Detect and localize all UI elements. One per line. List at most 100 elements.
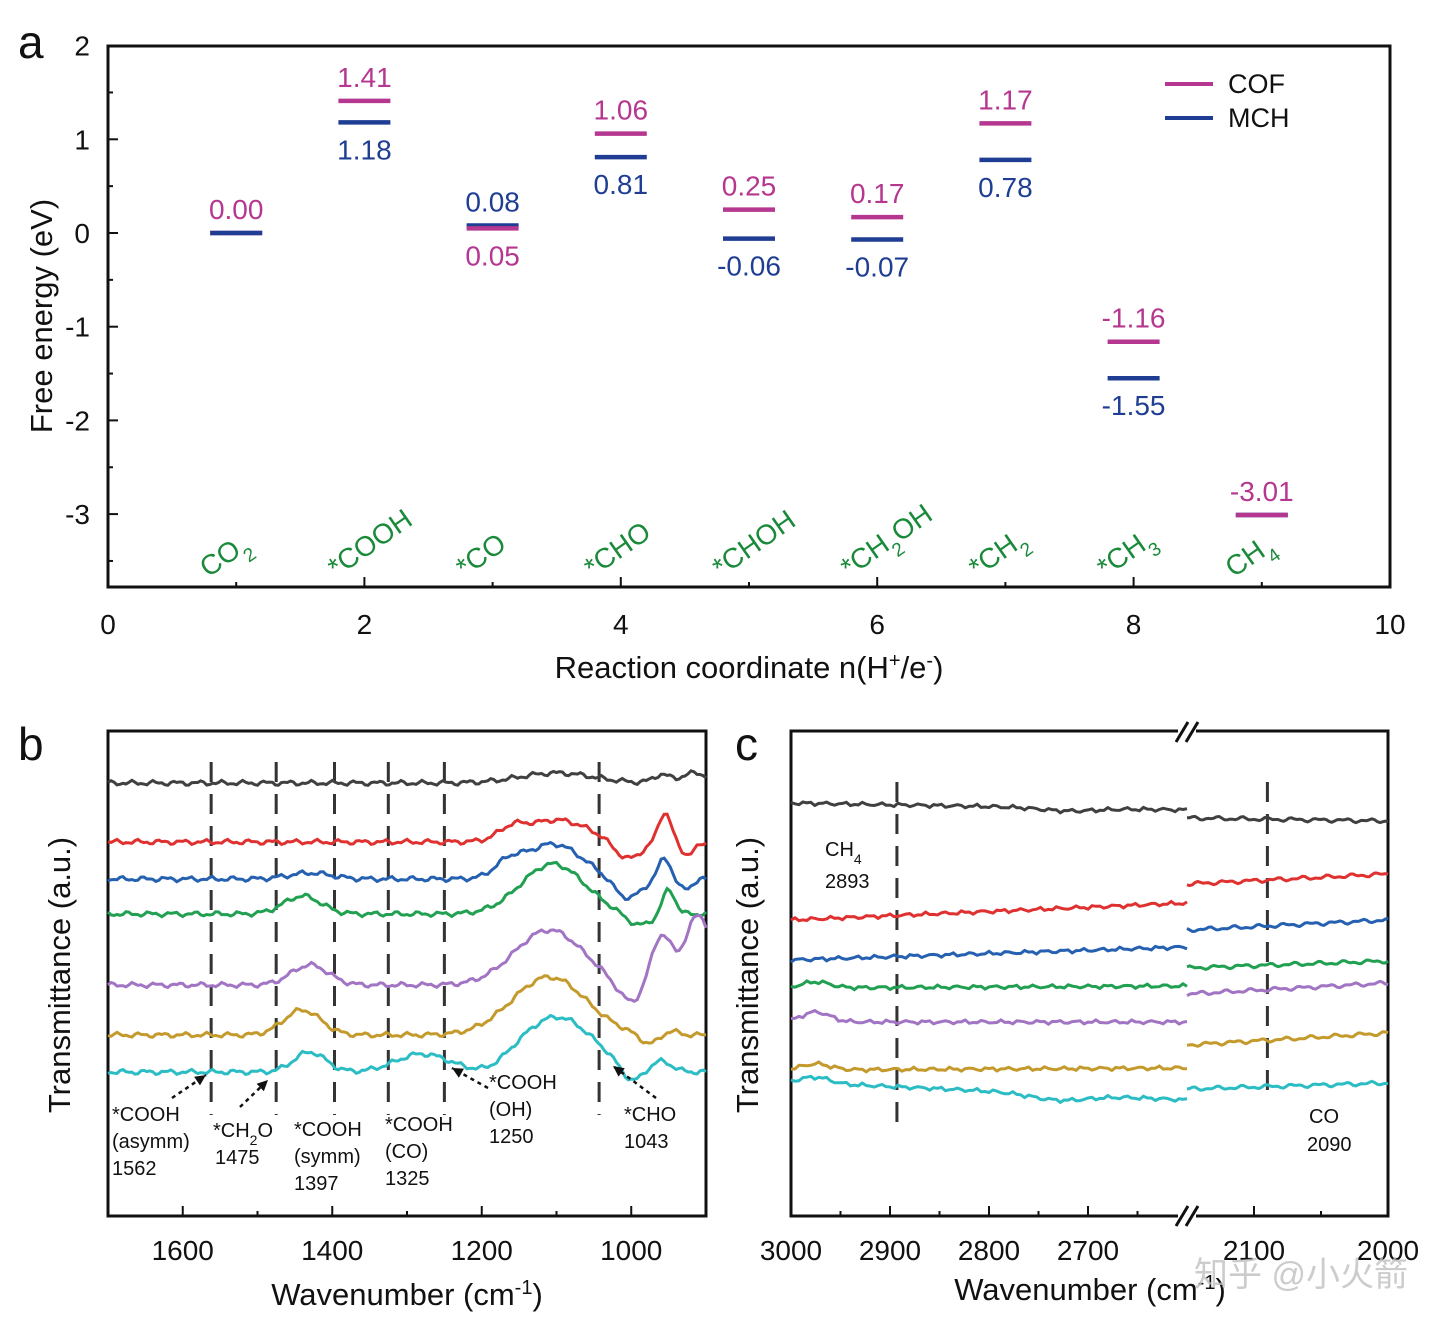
spectrum-trace xyxy=(107,913,708,1003)
spectrum-trace xyxy=(107,840,707,902)
spectrum-trace-left xyxy=(790,1060,1187,1074)
panel-a-x-axis-label: Reaction coordinate n(H+/e-) xyxy=(555,650,944,685)
spectrum-trace-right xyxy=(1186,814,1389,825)
annotation-ch2o: *CH2O xyxy=(213,1120,273,1148)
cof-value-label: -3.01 xyxy=(1230,476,1294,507)
y-tick-label: -2 xyxy=(65,405,90,436)
annotation-arrow xyxy=(612,1064,657,1100)
x-tick-label: 2700 xyxy=(1057,1235,1119,1266)
species-label: CH4 xyxy=(1219,528,1284,591)
x-tick-label: 10 xyxy=(1374,609,1405,640)
spectrum-trace xyxy=(107,1013,707,1082)
spectrum-trace-right xyxy=(1186,979,1389,998)
x-tick-label: 2 xyxy=(357,609,373,640)
panel-c-plot-frame xyxy=(789,729,1390,1218)
spectrum-trace-left xyxy=(790,944,1188,964)
x-tick-label: 1600 xyxy=(152,1235,214,1266)
spectrum-trace xyxy=(107,974,707,1045)
cof-value-label: 1.06 xyxy=(594,95,649,126)
y-tick-label: -1 xyxy=(65,312,90,343)
annotation-cooh-oh: 1250 xyxy=(489,1126,534,1148)
panel-c-spectra xyxy=(790,800,1389,1105)
x-tick-label: 2800 xyxy=(958,1235,1020,1266)
annotation-cho: *CHO xyxy=(624,1104,676,1126)
y-tick-label: 1 xyxy=(74,124,90,155)
species-label: *CH3 xyxy=(1091,522,1165,591)
spectrum-trace-right xyxy=(1186,958,1389,972)
x-tick-label: 8 xyxy=(1126,609,1142,640)
mch-value-label: 0.78 xyxy=(978,172,1033,203)
annotation-cooh-co: (CO) xyxy=(385,1141,428,1163)
annotation-cooh-oh: (OH) xyxy=(489,1099,532,1121)
x-tick-label: 2900 xyxy=(859,1235,921,1266)
cof-value-label: 1.17 xyxy=(978,84,1033,115)
spectrum-trace-left xyxy=(790,1008,1188,1027)
mch-value-label: 0.81 xyxy=(594,169,649,200)
spectrum-trace xyxy=(107,769,707,787)
spectrum-trace-right xyxy=(1186,916,1389,934)
species-label: *COOH xyxy=(322,503,418,583)
annotation-arrowhead xyxy=(452,1068,464,1078)
species-label: *CH2OH xyxy=(835,498,943,591)
cof-value-label: -1.16 xyxy=(1102,303,1166,334)
y-tick-label: -3 xyxy=(65,499,90,530)
spectrum-trace-right xyxy=(1186,1079,1389,1092)
cof-value-label: 1.41 xyxy=(337,62,392,93)
panel-b-letter: b xyxy=(18,718,44,770)
panel-a-letter: a xyxy=(18,16,44,68)
panel-c-marker-lines xyxy=(895,782,1269,1125)
mch-value-label: -0.07 xyxy=(845,252,909,283)
legend-mch-label: MCH xyxy=(1228,103,1290,133)
annotation-cooh-symm: *COOH xyxy=(294,1119,362,1141)
annotation-cooh-co: *COOH xyxy=(385,1114,453,1136)
cof-value-label: 0.17 xyxy=(850,178,905,209)
annotation-cooh-asymm: 1562 xyxy=(112,1158,157,1180)
x-tick-label: 1400 xyxy=(301,1235,363,1266)
x-tick-label: 1000 xyxy=(600,1235,662,1266)
panel-a-plot-frame xyxy=(106,44,1392,589)
annotation-arrowhead xyxy=(613,1066,625,1077)
spectrum-trace xyxy=(107,812,707,860)
species-label: CO2 xyxy=(194,527,260,590)
x-tick-label: 2000 xyxy=(1357,1235,1419,1266)
species-label: *CHO xyxy=(578,516,656,583)
axis-break-top xyxy=(1174,721,1200,743)
panel-c-x-axis-label: Wavenumber (cm-1) xyxy=(954,1272,1226,1307)
mch-value-label: 1.18 xyxy=(337,134,392,165)
spectrum-trace-left xyxy=(790,1074,1188,1105)
panel-a-energy-levels: 0.00 1.41 1.18 0.05 0.08 1.06 0.81 0.25 -0.06 0.1… xyxy=(209,62,1294,518)
panel-c-y-axis-label: Transmittance (a.u.) xyxy=(730,837,765,1113)
x-tick-label: 6 xyxy=(869,609,885,640)
annotation-co-value: 2090 xyxy=(1307,1134,1352,1156)
panel-c-annotations: CH4 2893 CO 2090 xyxy=(825,839,1352,1156)
spectrum-trace-right xyxy=(1186,1030,1389,1048)
panel-a-y-axis-label: Free energy (eV) xyxy=(24,199,59,433)
panel-b-chart: b 1600 1400 1200 1000 *COOH (asymm) 1562 *CH2O… xyxy=(18,718,708,1312)
panel-b-spectra xyxy=(106,769,708,1082)
annotation-arrowhead xyxy=(256,1080,268,1092)
mch-value-label: -1.55 xyxy=(1102,390,1166,421)
x-tick-label: 1200 xyxy=(451,1235,513,1266)
mch-value-label: 0.08 xyxy=(465,187,520,218)
annotation-arrowhead xyxy=(194,1075,206,1086)
annotation-ch4: CH4 xyxy=(825,839,862,867)
species-label: *CHOH xyxy=(707,504,801,583)
annotation-cooh-asymm: (asymm) xyxy=(112,1131,190,1153)
legend-cof-label: COF xyxy=(1228,69,1285,99)
panel-b-ticks: 1600 1400 1200 1000 xyxy=(107,1206,707,1266)
panel-b-marker-lines xyxy=(209,762,601,1115)
x-tick-label: 2100 xyxy=(1223,1235,1285,1266)
x-tick-label: 0 xyxy=(100,609,116,640)
spectrum-trace-left xyxy=(790,899,1188,923)
panel-c-ticks: 3000 2900 2800 2700 2100 2000 xyxy=(760,1206,1419,1266)
spectrum-trace-left xyxy=(790,800,1188,815)
spectrum-trace-right xyxy=(1186,871,1389,888)
species-label: *CH2 xyxy=(963,522,1037,591)
x-tick-label: 3000 xyxy=(760,1235,822,1266)
y-tick-label: 0 xyxy=(74,218,90,249)
annotation-cooh-asymm: *COOH xyxy=(112,1104,180,1126)
